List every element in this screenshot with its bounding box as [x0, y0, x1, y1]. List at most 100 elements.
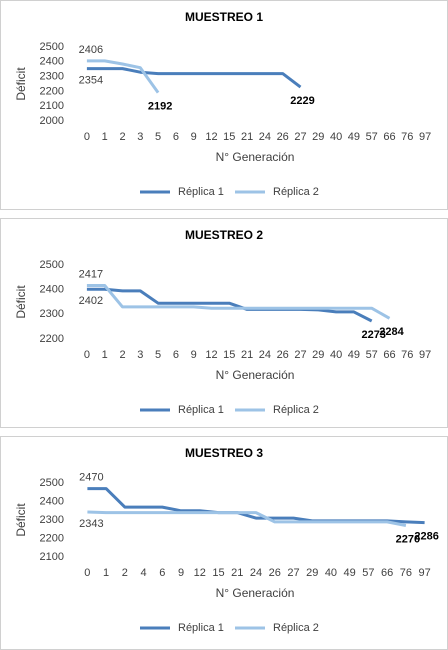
x-tick-label: 21: [241, 131, 253, 143]
x-tick-label: 26: [277, 131, 289, 143]
x-tick-label: 0: [84, 349, 90, 361]
data-label: 2354: [79, 75, 103, 87]
legend-label: Réplica 1: [178, 622, 224, 634]
x-tick-label: 66: [383, 131, 395, 143]
x-tick-label: 9: [178, 567, 184, 579]
x-tick-label: 5: [155, 349, 161, 361]
x-tick-label: 1: [103, 567, 109, 579]
x-tick-label: 40: [330, 349, 342, 361]
x-tick-label: 29: [306, 567, 318, 579]
series-line: [86, 287, 373, 323]
x-tick-label: 15: [223, 131, 235, 143]
x-tick-label: 40: [330, 131, 342, 143]
x-tick-label: 29: [312, 349, 324, 361]
chart-title: MUESTREO 3: [185, 446, 263, 460]
x-tick-label: 21: [241, 349, 253, 361]
x-tick-label: 57: [366, 131, 378, 143]
legend-label: Réplica 2: [273, 622, 319, 634]
x-tick-label: 97: [419, 567, 431, 579]
data-label: 2417: [79, 268, 103, 280]
legend-label: Réplica 1: [178, 186, 224, 198]
y-tick-label: 2300: [40, 308, 64, 320]
x-tick-label: 40: [325, 567, 337, 579]
x-tick-label: 12: [205, 131, 217, 143]
x-tick-label: 76: [401, 349, 413, 361]
x-tick-label: 57: [362, 567, 374, 579]
y-tick-label: 2300: [40, 514, 64, 526]
series-line: [86, 284, 391, 320]
y-axis-title: Déficit: [14, 285, 28, 319]
x-tick-label: 6: [173, 131, 179, 143]
x-tick-label: 66: [383, 349, 395, 361]
x-tick-label: 1: [102, 131, 108, 143]
x-tick-label: 0: [84, 567, 90, 579]
x-tick-label: 3: [137, 349, 143, 361]
x-tick-label: 49: [344, 567, 356, 579]
x-tick-label: 27: [287, 567, 299, 579]
data-label: 2406: [79, 44, 103, 56]
x-tick-label: 76: [400, 567, 412, 579]
x-tick-label: 97: [419, 131, 431, 143]
y-tick-label: 2400: [40, 495, 64, 507]
x-tick-label: 24: [259, 131, 271, 143]
data-label: 2273: [361, 329, 385, 341]
legend-label: Réplica 1: [178, 404, 224, 416]
y-axis-title: Déficit: [14, 67, 28, 101]
x-tick-label: 1: [102, 349, 108, 361]
x-tick-label: 97: [419, 349, 431, 361]
data-label: 2470: [79, 471, 103, 483]
y-tick-label: 2200: [40, 333, 64, 345]
x-tick-label: 29: [312, 131, 324, 143]
series-line: [87, 510, 407, 527]
x-tick-label: 27: [294, 131, 306, 143]
x-tick-label: 66: [381, 567, 393, 579]
data-label: 2402: [79, 295, 103, 307]
y-axis-title: Déficit: [14, 503, 28, 537]
x-tick-label: 12: [194, 567, 206, 579]
x-tick-label: 26: [277, 349, 289, 361]
x-tick-label: 15: [223, 349, 235, 361]
legend-label: Réplica 2: [273, 404, 319, 416]
y-tick-label: 2200: [40, 85, 64, 97]
x-tick-label: 24: [259, 349, 271, 361]
x-tick-label: 21: [231, 567, 243, 579]
data-label: 2192: [148, 100, 172, 112]
chart-title: MUESTREO 2: [185, 228, 263, 242]
x-tick-label: 76: [401, 131, 413, 143]
y-tick-label: 2500: [40, 41, 64, 53]
y-tick-label: 2200: [40, 532, 64, 544]
y-tick-label: 2000: [40, 115, 64, 127]
x-tick-label: 15: [212, 567, 224, 579]
x-tick-label: 2: [122, 567, 128, 579]
y-tick-label: 2100: [40, 551, 64, 563]
x-tick-label: 26: [269, 567, 281, 579]
chart-title: MUESTREO 1: [185, 10, 263, 24]
x-tick-label: 49: [348, 131, 360, 143]
x-tick-label: 2: [119, 349, 125, 361]
x-tick-label: 5: [155, 131, 161, 143]
data-label: 2284: [379, 326, 404, 338]
x-tick-label: 24: [250, 567, 262, 579]
x-tick-label: 2: [119, 131, 125, 143]
series-line: [86, 59, 160, 94]
panel: [0, 436, 448, 650]
y-tick-label: 2400: [40, 56, 64, 68]
y-tick-label: 2300: [40, 71, 64, 83]
x-tick-label: 6: [159, 567, 165, 579]
x-axis-title: N° Generación: [216, 368, 295, 382]
x-tick-label: 27: [294, 349, 306, 361]
x-tick-label: 12: [205, 349, 217, 361]
x-tick-label: 49: [348, 349, 360, 361]
x-tick-label: 57: [366, 349, 378, 361]
x-tick-label: 9: [191, 131, 197, 143]
x-tick-label: 9: [191, 349, 197, 361]
panel: [0, 218, 448, 428]
x-tick-label: 0: [84, 131, 90, 143]
x-tick-label: 6: [173, 349, 179, 361]
y-tick-label: 2400: [40, 284, 64, 296]
y-tick-label: 2500: [40, 477, 64, 489]
y-tick-label: 2100: [40, 100, 64, 112]
data-label: 2229: [290, 95, 314, 107]
